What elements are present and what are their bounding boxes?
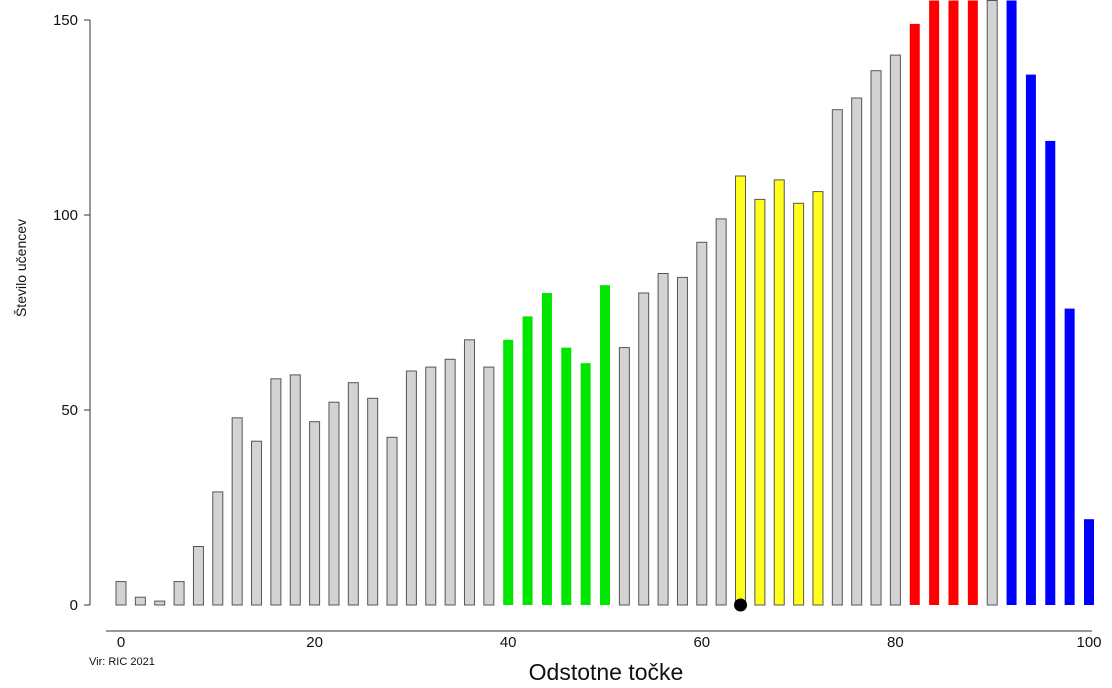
bar-70 xyxy=(793,202,805,606)
bar-72 xyxy=(812,191,824,606)
bar-44 xyxy=(541,293,552,605)
bar-80 xyxy=(889,54,901,606)
bar-78 xyxy=(870,70,882,606)
y-tick-label-150: 150 xyxy=(53,12,78,29)
bar-74 xyxy=(831,109,843,606)
x-tick-label-80: 80 xyxy=(887,634,904,651)
marker-layer xyxy=(734,598,748,612)
bar-90 xyxy=(986,0,998,606)
bar-36 xyxy=(463,339,475,606)
source-label: Vir: RIC 2021 xyxy=(89,656,155,668)
bar-96 xyxy=(1045,140,1056,605)
score-marker xyxy=(734,598,748,612)
bar-4 xyxy=(154,600,166,606)
bar-82 xyxy=(909,23,920,605)
bar-34 xyxy=(444,358,456,606)
x-tick-label-40: 40 xyxy=(500,634,517,651)
bar-2 xyxy=(134,596,146,606)
y-axis-title: Število učencev xyxy=(13,219,29,317)
bar-40 xyxy=(503,339,514,605)
bar-26 xyxy=(367,397,379,606)
x-tick-labels: 0 20 40 60 80 100 xyxy=(117,634,1102,651)
bar-100 xyxy=(1084,519,1094,605)
bar-64 xyxy=(735,175,747,606)
bar-38 xyxy=(483,366,495,606)
bar-10 xyxy=(212,491,224,606)
bar-58 xyxy=(676,276,688,606)
bar-24 xyxy=(347,382,359,606)
bar-14 xyxy=(251,440,263,606)
bar-86 xyxy=(948,0,959,605)
bar-50 xyxy=(600,285,610,605)
bar-92 xyxy=(1006,0,1017,605)
y-tick-label-50: 50 xyxy=(61,402,78,419)
bar-84 xyxy=(929,0,940,605)
y-tick-label-100: 100 xyxy=(53,207,78,224)
x-axis-title: Odstotne točke xyxy=(529,659,684,685)
bar-18 xyxy=(289,374,301,606)
bar-66 xyxy=(754,198,766,606)
bar-12 xyxy=(231,417,243,606)
bar-32 xyxy=(425,366,437,606)
bar-76 xyxy=(851,97,863,606)
bar-48 xyxy=(580,363,591,605)
bar-8 xyxy=(192,546,204,606)
bar-52 xyxy=(618,347,630,606)
bar-88 xyxy=(967,0,978,605)
bars-group xyxy=(115,0,1094,606)
bar-54 xyxy=(638,292,650,606)
bar-68 xyxy=(773,179,785,606)
y-tick-label-0: 0 xyxy=(70,597,78,614)
bar-28 xyxy=(386,436,398,606)
x-tick-label-60: 60 xyxy=(693,634,710,651)
x-tick-label-100: 100 xyxy=(1076,634,1101,651)
bar-0 xyxy=(115,581,127,606)
bar-20 xyxy=(309,421,321,606)
x-tick-label-0: 0 xyxy=(117,634,125,651)
bar-62 xyxy=(715,218,727,606)
y-axis: 0 50 100 150 xyxy=(53,12,91,614)
x-tick-label-20: 20 xyxy=(306,634,323,651)
bar-22 xyxy=(328,401,340,606)
bar-98 xyxy=(1064,308,1075,605)
bar-56 xyxy=(657,273,669,606)
bar-42 xyxy=(522,316,533,605)
bar-16 xyxy=(270,378,282,606)
bar-94 xyxy=(1025,74,1036,606)
bar-30 xyxy=(405,370,417,606)
bar-6 xyxy=(173,581,185,606)
bar-46 xyxy=(561,347,572,605)
bar-60 xyxy=(696,241,708,606)
